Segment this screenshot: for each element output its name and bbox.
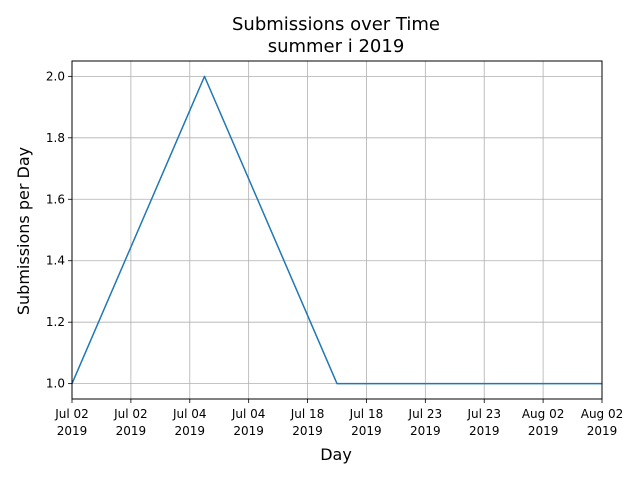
y-tick-label: 2.0: [46, 69, 65, 83]
x-tick-label: Jul 04: [172, 407, 207, 421]
x-tick-label-year: 2019: [469, 424, 500, 438]
y-tick-label: 1.0: [46, 377, 65, 391]
y-tick-label: 1.6: [46, 192, 65, 206]
x-tick-label: Jul 04: [231, 407, 266, 421]
series-layer: [71, 75, 602, 385]
x-tick-label-year: 2019: [410, 424, 441, 438]
x-tick-label-year: 2019: [587, 424, 618, 438]
x-tick-label-year: 2019: [351, 424, 382, 438]
chart-title: Submissions over Time: [232, 14, 440, 35]
x-tick-label-year: 2019: [528, 424, 559, 438]
x-tick-label: Jul 02: [113, 407, 148, 421]
y-tick-label: 1.4: [46, 254, 65, 268]
x-tick-label: Jul 18: [290, 407, 325, 421]
x-tick-label: Jul 18: [349, 407, 384, 421]
x-tick-label-year: 2019: [292, 424, 323, 438]
x-tick-label-year: 2019: [57, 424, 88, 438]
x-tick-label: Aug 02: [581, 407, 624, 421]
y-tick-label: 1.2: [46, 315, 65, 329]
y-axis-label: Submissions per Day: [14, 147, 33, 315]
x-tick-label-year: 2019: [116, 424, 147, 438]
chart-subtitle: summer i 2019: [268, 36, 405, 57]
x-tick-label-year: 2019: [175, 424, 206, 438]
x-tick-label: Aug 02: [522, 407, 565, 421]
x-tick-label: Jul 02: [54, 407, 89, 421]
y-tick-label: 1.8: [46, 131, 65, 145]
x-tick-label: Jul 23: [466, 407, 501, 421]
x-tick-label-year: 2019: [233, 424, 264, 438]
series-line: [71, 75, 602, 385]
ticks: Jul 02 2019 Jul 02 2019 Jul 04 2019 Jul 04 2019…: [46, 69, 623, 438]
x-axis-label: Day: [320, 445, 352, 464]
plot-frame: [71, 60, 603, 400]
x-tick-label: Jul 23: [408, 407, 443, 421]
